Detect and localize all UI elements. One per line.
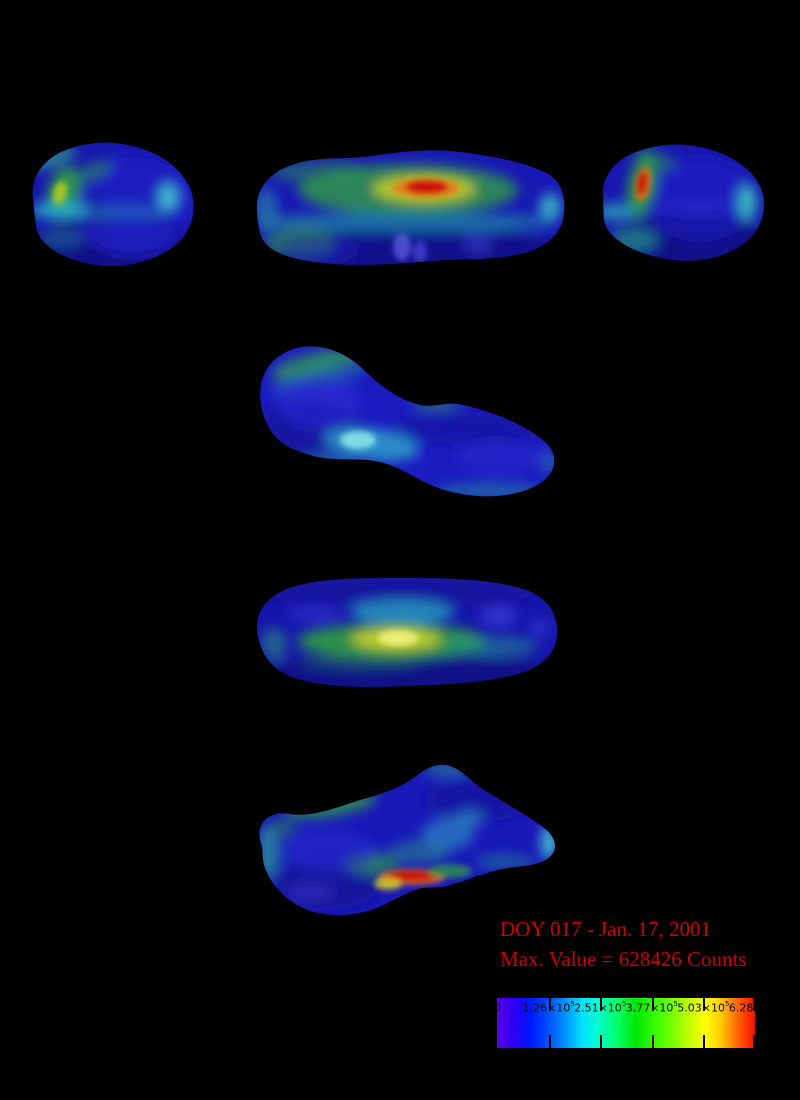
colorbar-tick bbox=[651, 998, 654, 1011]
colorbar-tick-label: 0 bbox=[497, 1001, 501, 1014]
caption-date-line: DOY 017 - Jan. 17, 2001 bbox=[500, 917, 711, 941]
colorbar-tick bbox=[548, 1035, 551, 1048]
colorbar-tick bbox=[703, 998, 706, 1011]
asteroid-view-top-right bbox=[602, 144, 765, 261]
colorbar-tick bbox=[600, 1035, 603, 1048]
asteroid-view-top-left bbox=[32, 142, 194, 267]
colorbar-tick bbox=[753, 1035, 755, 1048]
asteroid-view-long-bright-band bbox=[256, 577, 558, 687]
colorbar-tick-label: 3.77×105 bbox=[625, 1000, 678, 1015]
colorbar-tick bbox=[651, 1035, 654, 1048]
colorbar: 0 1.26×1052.51×1053.77×1055.03×1056.28×10… bbox=[497, 998, 755, 1048]
colorbar-tick-label: 1.26×105 bbox=[522, 1000, 575, 1015]
colorbar-tick bbox=[703, 1035, 706, 1048]
asteroid-view-top-center bbox=[256, 150, 565, 265]
asteroid-view-irregular bbox=[259, 764, 555, 916]
figure-caption: DOY 017 - Jan. 17, 2001 Max. Value = 628… bbox=[500, 914, 747, 974]
colorbar-tick bbox=[753, 998, 755, 1011]
colorbar-tick bbox=[548, 998, 551, 1011]
colorbar-tick-label: 2.51×105 bbox=[574, 1000, 627, 1015]
colorbar-tick-label: 6.28×105 bbox=[728, 1001, 755, 1015]
caption-max-value-line: Max. Value = 628426 Counts bbox=[500, 947, 747, 971]
colorbar-tick bbox=[600, 998, 603, 1011]
colorbar-tick-label: 5.03×105 bbox=[677, 1000, 730, 1015]
asteroid-view-oblique bbox=[260, 346, 555, 497]
